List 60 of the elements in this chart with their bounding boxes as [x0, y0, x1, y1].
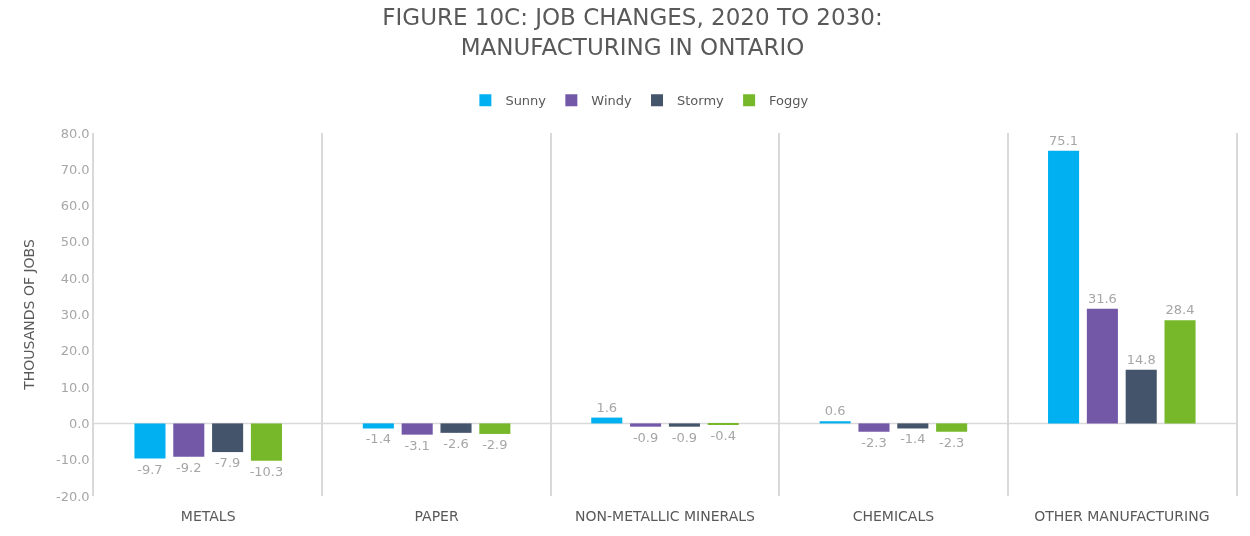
legend-label: Stormy — [677, 93, 725, 109]
legend-label: Sunny — [505, 93, 547, 109]
bar — [173, 423, 205, 457]
data-label: 14.8 — [1126, 351, 1156, 367]
y-tick-label: 70.0 — [60, 161, 90, 177]
data-label: -2.3 — [861, 434, 887, 450]
data-label: -9.2 — [176, 459, 202, 475]
data-label: -1.4 — [365, 431, 392, 447]
data-label: -7.9 — [214, 455, 241, 471]
bar — [362, 423, 394, 429]
legend-label: Foggy — [769, 93, 809, 109]
data-label: -2.9 — [482, 436, 508, 452]
bar — [1086, 308, 1118, 424]
y-tick-label: -10.0 — [56, 452, 90, 468]
data-label: -10.3 — [249, 463, 284, 479]
data-label: -1.4 — [900, 431, 926, 447]
y-tick-label: -20.0 — [56, 488, 90, 504]
bar — [1048, 150, 1080, 424]
y-tick-label: 0.0 — [68, 415, 90, 431]
legend-label: Windy — [591, 93, 633, 109]
data-label: -2.6 — [443, 435, 469, 451]
x-tick-label: OTHER MANUFACTURING — [1034, 508, 1210, 524]
data-label: -9.7 — [137, 461, 163, 477]
data-label: -0.4 — [710, 428, 736, 443]
data-label: -3.1 — [404, 437, 430, 453]
bar — [1164, 320, 1196, 424]
x-tick-label: PAPER — [414, 508, 459, 524]
data-label: -0.9 — [671, 429, 698, 445]
y-axis-title: THOUSANDS OF JOBS — [21, 239, 38, 391]
data-label: 1.6 — [596, 399, 618, 415]
data-label: -2.3 — [938, 434, 965, 450]
y-tick-label: 50.0 — [60, 234, 90, 250]
chart-title: FIGURE 10C: JOB CHANGES, 2020 TO 2030: MANUFACTURING IN ONTARIO — [382, 4, 883, 60]
y-tick-label: 10.0 — [60, 379, 90, 395]
x-tick-label: CHEMICALS — [852, 508, 935, 524]
bar — [479, 423, 511, 434]
bar — [630, 423, 662, 427]
bar — [440, 423, 472, 433]
y-tick-label: 60.0 — [60, 198, 90, 214]
bar — [819, 421, 851, 424]
data-label: -0.9 — [632, 429, 659, 445]
bar — [897, 423, 929, 429]
y-tick-label: 80.0 — [60, 125, 90, 141]
bar — [1125, 369, 1157, 424]
x-tick-label: METALS — [180, 508, 236, 524]
bar — [212, 423, 244, 453]
data-label: 31.6 — [1087, 290, 1117, 306]
data-label: 0.6 — [824, 403, 846, 419]
y-tick-label: 40.0 — [60, 270, 90, 286]
y-tick-label: 30.0 — [60, 307, 90, 323]
y-tick-label: 20.0 — [60, 343, 90, 359]
bar — [401, 423, 433, 435]
bar — [936, 423, 968, 432]
bar — [134, 423, 166, 459]
bar — [668, 423, 700, 427]
bar — [858, 423, 890, 432]
bar — [250, 423, 282, 461]
x-tick-label: NON-METALLIC MINERALS — [575, 508, 756, 524]
data-label: 75.1 — [1049, 132, 1079, 148]
data-label: 28.4 — [1165, 302, 1195, 318]
